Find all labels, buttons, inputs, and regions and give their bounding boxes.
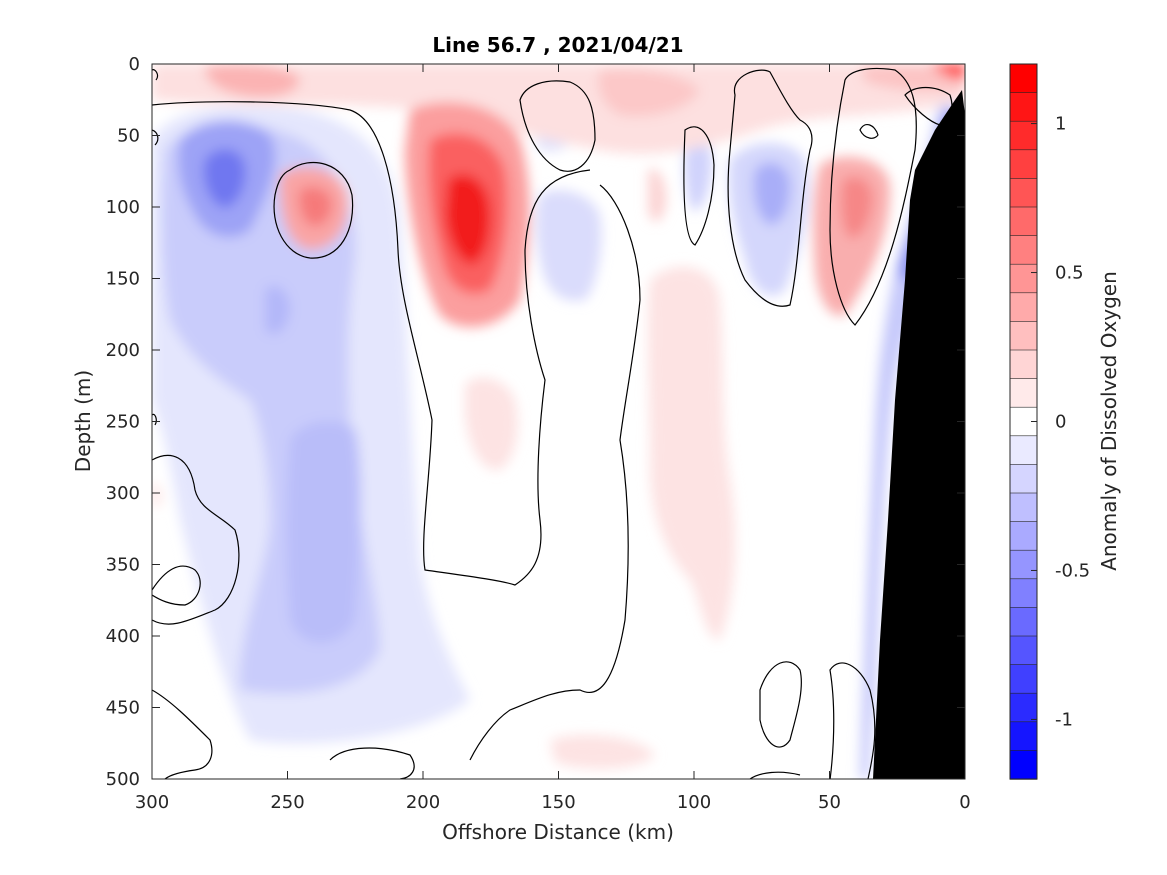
colorbar-level — [1009, 149, 1038, 180]
y-tick-label: 200 — [106, 340, 140, 361]
chart-title: Line 56.7 , 2021/04/21 — [432, 33, 683, 57]
contour-g — [859, 123, 879, 139]
contour-q — [749, 771, 801, 779]
neg-core-deep — [286, 421, 361, 643]
neg-small-a — [684, 133, 712, 211]
contour-m — [759, 661, 802, 748]
y-tick-label: 350 — [106, 555, 140, 576]
y-tick-label: 150 — [106, 269, 140, 290]
x-tick-label: 200 — [406, 792, 440, 813]
colorbar-level — [1009, 63, 1038, 94]
x-axis-label: Offshore Distance (km) — [442, 820, 674, 844]
x-tick-label: 250 — [270, 792, 304, 813]
x-tick-label: 100 — [677, 792, 711, 813]
colorbar-level — [1009, 549, 1038, 580]
pos-eddy-inner — [299, 186, 332, 227]
colorbar-tick-label: 0.5 — [1055, 263, 1084, 284]
y-tick-label: 50 — [117, 126, 140, 147]
pos-small-mid — [648, 169, 667, 222]
y-tick-label: 100 — [106, 197, 140, 218]
pos-surface-core-west — [205, 64, 300, 98]
contour-o — [152, 413, 157, 426]
contour-j — [152, 565, 201, 606]
colorbar-level — [1009, 378, 1038, 408]
colorbar-tick-label: 0 — [1055, 412, 1066, 433]
contour-n — [829, 662, 876, 779]
pos-surface-core-mid — [598, 68, 700, 117]
pos-bottom — [550, 735, 655, 769]
contour-h — [469, 184, 641, 761]
anomaly-field — [152, 64, 965, 779]
x-tick-label: 0 — [959, 792, 970, 813]
contour-i — [152, 454, 240, 625]
pos-edge-west — [152, 483, 161, 507]
colorbar-level — [1009, 292, 1038, 323]
colorbar-level — [1009, 321, 1038, 351]
x-tick-label: 300 — [135, 792, 169, 813]
pos-deep-west — [465, 377, 518, 471]
colorbar-level — [1009, 92, 1038, 122]
colorbar-label: Anomaly of Dissolved Oxygen — [1097, 271, 1121, 571]
colorbar-level — [1009, 578, 1038, 609]
pos-surface-band — [152, 64, 965, 154]
colorbar-level — [1009, 692, 1038, 723]
pos-surface-core-east — [860, 64, 965, 93]
y-tick-label: 500 — [106, 769, 140, 790]
colorbar-tick-label: -0.5 — [1055, 560, 1090, 581]
contour-e — [829, 67, 917, 326]
x-tick-label: 150 — [541, 792, 575, 813]
colorbar-level — [1009, 464, 1038, 494]
plot-area: 300 250 200 150 100 50 0 050100150200250300350… — [106, 54, 971, 813]
x-axis: 300 250 200 150 100 50 0 — [135, 64, 971, 813]
pos-east-core-inner — [840, 176, 873, 239]
contour-l — [329, 747, 415, 779]
pos-core-main-inner — [445, 174, 491, 265]
y-axis: 0 50 100 150 200 250 300 350 400 450 500 — [106, 54, 965, 790]
neg-core-west-inner — [203, 149, 246, 208]
contour-k — [152, 689, 213, 779]
colorbar-level — [1009, 263, 1038, 294]
colorbar-level — [1009, 435, 1038, 466]
colorbar-tick-label: -1 — [1055, 709, 1073, 730]
y-tick-label: 450 — [106, 698, 140, 719]
colorbar-level — [1009, 206, 1038, 237]
contour-p — [152, 129, 159, 146]
y-tick-label: 0 — [129, 54, 140, 75]
x-tick-label: 50 — [818, 792, 841, 813]
y-axis-label: Depth (m) — [71, 370, 95, 472]
contour-c — [683, 126, 715, 246]
contour-b — [519, 80, 596, 172]
neg-core-mid — [265, 286, 290, 334]
colorbar-level — [1009, 521, 1038, 551]
contour-surface — [152, 101, 591, 586]
pos-deep-mid — [647, 266, 736, 640]
colorbar-level — [1009, 607, 1038, 637]
bottom-topography[interactable] — [873, 90, 965, 779]
colorbar-level — [1009, 721, 1038, 752]
colorbar-level — [1009, 750, 1038, 780]
contour-d — [727, 69, 813, 307]
neg-region-mid-east — [536, 190, 602, 301]
colorbar-ticks: -1 -0.5 0 0.5 1 — [1031, 114, 1090, 730]
y-tick-label: 400 — [106, 626, 140, 647]
colorbar-level — [1009, 120, 1038, 151]
colorbar-level — [1009, 492, 1038, 523]
colorbar-tick-label: 1 — [1055, 114, 1066, 135]
y-tick-label: 250 — [106, 412, 140, 433]
y-tick-label: 300 — [106, 483, 140, 504]
colorbar-level — [1009, 235, 1038, 265]
contour-r — [152, 69, 159, 81]
colorbar — [1009, 63, 1038, 780]
colorbar-level — [1009, 349, 1038, 380]
contour-eddy — [273, 161, 354, 259]
colorbar-level — [1009, 664, 1038, 694]
colorbar-level — [1009, 178, 1038, 208]
neg-core-east-a — [753, 162, 791, 225]
colorbar-level — [1009, 635, 1038, 666]
pos-corner-core — [930, 64, 965, 80]
